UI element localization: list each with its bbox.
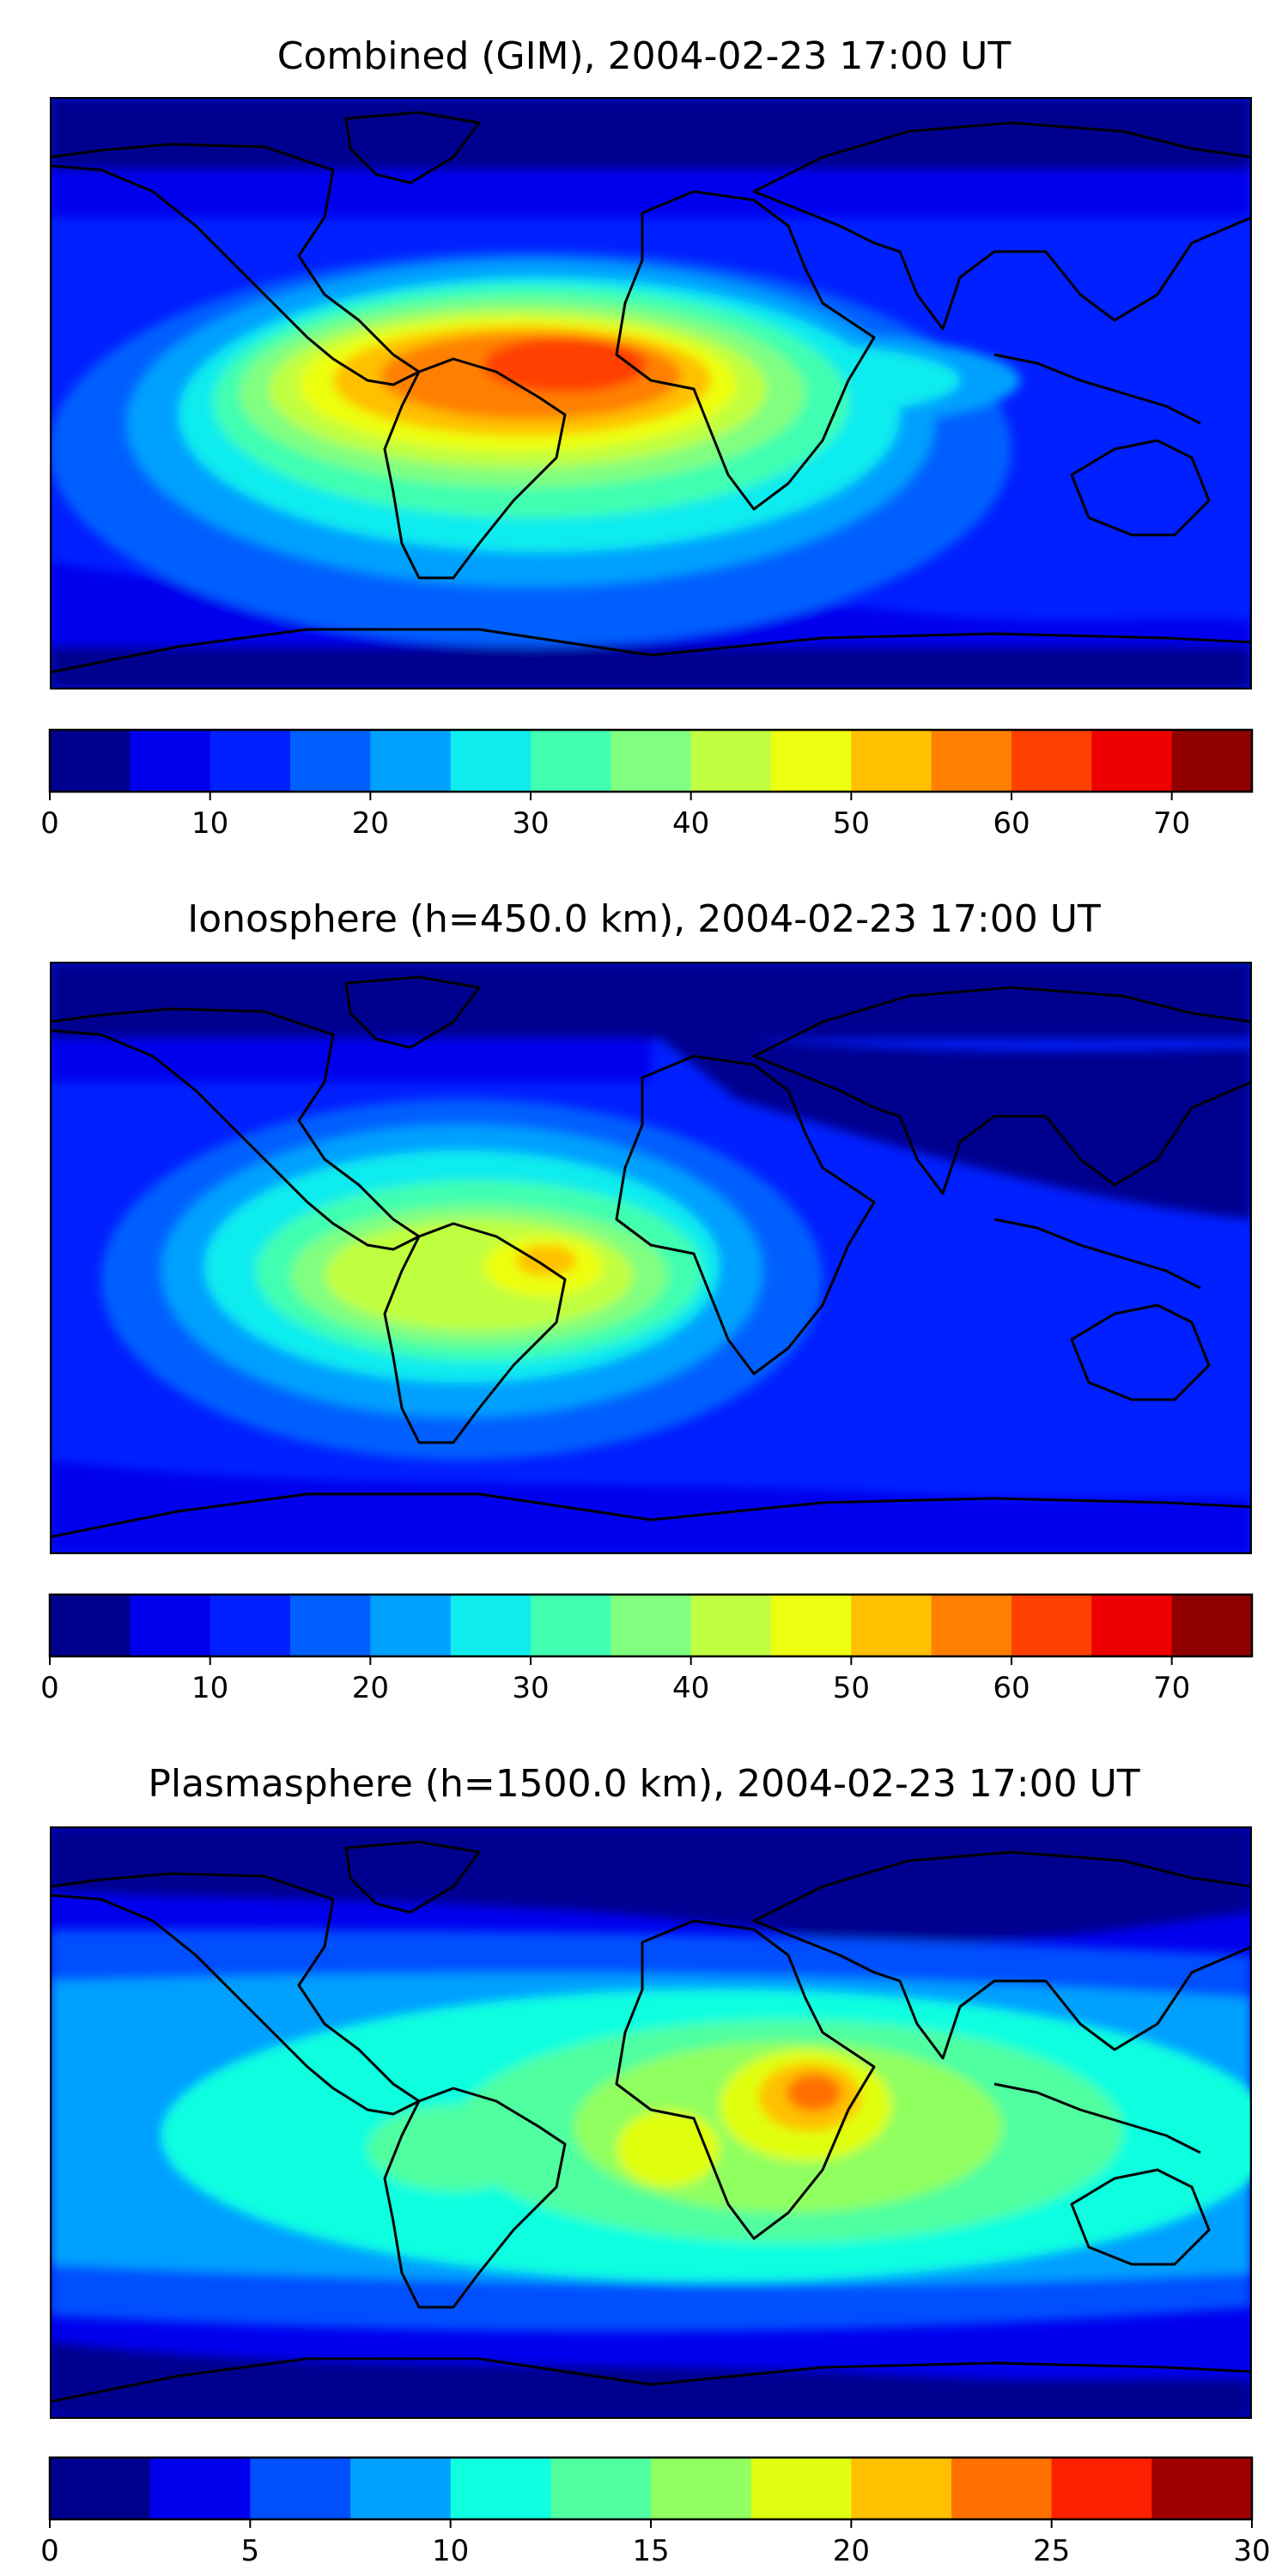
colorbar-tick-label: 30 <box>1233 2534 1270 2568</box>
colorbar-tick-label: 0 <box>40 806 59 841</box>
panel-title: Ionosphere (h=450.0 km), 2004-02-23 17:0… <box>187 897 1101 941</box>
colorbar-bin <box>771 730 852 792</box>
panel-title: Combined (GIM), 2004-02-23 17:00 UT <box>276 34 1012 78</box>
colorbar-bin <box>1051 2458 1152 2519</box>
colorbar-tick-label: 50 <box>833 806 870 841</box>
colorbar-tick-label: 30 <box>512 1671 549 1705</box>
colorbar-bin <box>290 1595 371 1656</box>
colorbar-frame <box>48 1593 1254 1658</box>
colorbar-bin <box>250 2458 351 2519</box>
colorbar-bin <box>531 730 611 792</box>
colorbar-tick-label: 70 <box>1153 806 1190 841</box>
colorbar-bin <box>851 730 933 792</box>
colorbar-bin <box>931 730 1012 792</box>
colorbar-combined: 0 10 20 30 40 50 60 70 <box>40 728 1254 841</box>
colorbar-tick-label: 25 <box>1033 2534 1070 2568</box>
colorbar-bin <box>210 1595 291 1656</box>
colorbar-bin <box>951 2458 1053 2519</box>
colorbar-tick-label: 20 <box>352 806 389 841</box>
coastlines <box>50 111 1252 674</box>
colorbar-tick-label: 70 <box>1153 1671 1190 1705</box>
colorbar-tick-label: 15 <box>632 2534 669 2568</box>
map-frame <box>50 962 1252 1554</box>
colorbar-tick-label: 10 <box>191 806 228 841</box>
colorbar-bin <box>651 2458 752 2519</box>
panel-title: Plasmasphere (h=1500.0 km), 2004-02-23 1… <box>148 1762 1140 1806</box>
tec-contours <box>50 962 1252 1554</box>
colorbar-tick-label: 10 <box>191 1671 228 1705</box>
colorbar-bin <box>851 1595 933 1656</box>
colorbar-bin <box>450 730 532 792</box>
colorbar-bin <box>1012 730 1092 792</box>
colorbar-tick-label: 10 <box>432 2534 469 2568</box>
colorbar-bin <box>50 1595 131 1656</box>
coastlines <box>50 1840 1252 2403</box>
coastlines <box>50 975 1252 1539</box>
colorbar-bin <box>531 1595 611 1656</box>
colorbar-tick-label: 50 <box>833 1671 870 1705</box>
colorbar-bin <box>750 2458 852 2519</box>
colorbar-bin <box>550 2458 652 2519</box>
tec-map-ionosphere <box>50 962 1252 1554</box>
colorbar-bin <box>1012 1595 1092 1656</box>
colorbar-bin <box>450 1595 532 1656</box>
colorbar-bin <box>1091 730 1173 792</box>
tec-map-plasmasphere <box>50 1826 1252 2419</box>
colorbar-tick-label: 60 <box>993 806 1030 841</box>
colorbar-bin <box>350 2458 452 2519</box>
colorbar-tick-label: 0 <box>40 1671 59 1705</box>
colorbar-bin <box>611 730 692 792</box>
colorbar-tick-label: 5 <box>241 2534 260 2568</box>
colorbar-bin <box>771 1595 852 1656</box>
colorbar-bin <box>931 1595 1012 1656</box>
tec-contours <box>50 97 1252 690</box>
colorbar-bin <box>690 730 772 792</box>
colorbar-ionosphere: 0 10 20 30 40 50 60 70 <box>40 1593 1254 1705</box>
colorbar-bin <box>290 730 371 792</box>
colorbar-plasmasphere: 0 5 10 15 20 25 30 <box>40 2456 1271 2568</box>
colorbar-tick-label: 0 <box>40 2534 59 2568</box>
colorbar-tick-label: 40 <box>672 1671 709 1705</box>
colorbar-bin <box>130 1595 211 1656</box>
colorbar-bin <box>1171 730 1253 792</box>
tec-map-combined <box>50 97 1252 690</box>
colorbar-bin <box>1171 1595 1253 1656</box>
colorbar-tick-label: 40 <box>672 806 709 841</box>
colorbar-tick-label: 60 <box>993 1671 1030 1705</box>
colorbar-bin <box>210 730 291 792</box>
map-frame <box>50 1826 1252 2419</box>
colorbar-bin <box>611 1595 692 1656</box>
colorbar-bin <box>450 2458 551 2519</box>
colorbar-bin <box>149 2458 251 2519</box>
colorbar-bin <box>1151 2458 1253 2519</box>
colorbar-bin <box>50 2458 151 2519</box>
colorbar-bin <box>130 730 211 792</box>
tec-contours <box>50 1826 1252 2419</box>
colorbar-bin <box>851 2458 952 2519</box>
colorbar-tick-label: 20 <box>352 1671 389 1705</box>
colorbar-bin <box>50 730 131 792</box>
colorbar-tick-label: 20 <box>833 2534 870 2568</box>
colorbar-bin <box>370 1595 452 1656</box>
map-frame <box>50 97 1252 690</box>
colorbar-bin <box>370 730 452 792</box>
colorbar-tick-label: 30 <box>512 806 549 841</box>
colorbar-bin <box>1091 1595 1173 1656</box>
colorbar-frame <box>48 728 1254 793</box>
colorbar-bin <box>690 1595 772 1656</box>
